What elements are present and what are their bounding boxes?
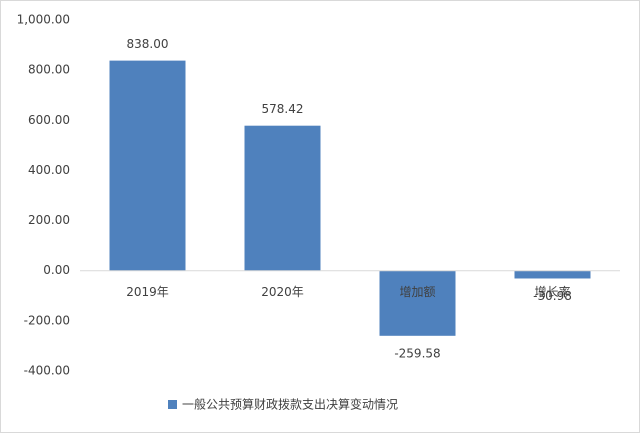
bar xyxy=(244,125,321,271)
y-tick-label: 200.00 xyxy=(28,213,70,227)
x-tick-label: 增加额 xyxy=(399,285,435,299)
bar xyxy=(514,270,591,279)
value-label: 838.00 xyxy=(127,37,169,51)
bar xyxy=(379,270,456,336)
legend-label: 一般公共预算财政拨款支出决算变动情况 xyxy=(182,397,398,412)
value-label: 578.42 xyxy=(262,102,304,116)
y-tick-label: -200.00 xyxy=(24,313,70,327)
y-tick-label: 0.00 xyxy=(43,263,70,277)
x-tick-label: 2019年 xyxy=(126,285,169,299)
x-tick-label: 2020年 xyxy=(261,285,304,299)
y-tick-label: 800.00 xyxy=(28,63,70,77)
y-tick-label: 400.00 xyxy=(28,163,70,177)
y-tick-label: -400.00 xyxy=(24,364,70,378)
value-label: -259.58 xyxy=(394,346,440,360)
bar xyxy=(109,60,186,271)
value-label: -30.98 xyxy=(533,289,572,303)
x-tick-label: 增长率 xyxy=(534,284,570,299)
legend-swatch xyxy=(168,400,177,409)
y-tick-label: 1,000.00 xyxy=(17,13,70,27)
y-tick-label: 600.00 xyxy=(28,113,70,127)
